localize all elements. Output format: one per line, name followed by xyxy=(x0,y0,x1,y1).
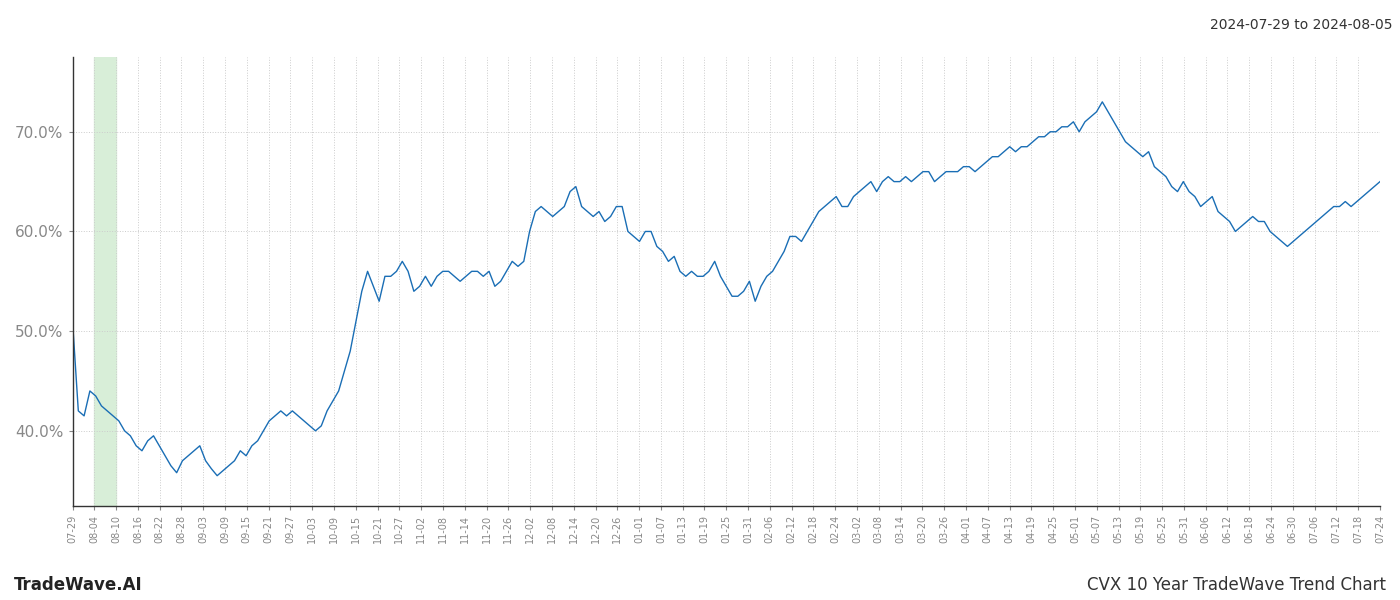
Text: TradeWave.AI: TradeWave.AI xyxy=(14,576,143,594)
Text: 2024-07-29 to 2024-08-05: 2024-07-29 to 2024-08-05 xyxy=(1211,18,1393,32)
Bar xyxy=(94,57,116,506)
Text: CVX 10 Year TradeWave Trend Chart: CVX 10 Year TradeWave Trend Chart xyxy=(1086,576,1386,594)
